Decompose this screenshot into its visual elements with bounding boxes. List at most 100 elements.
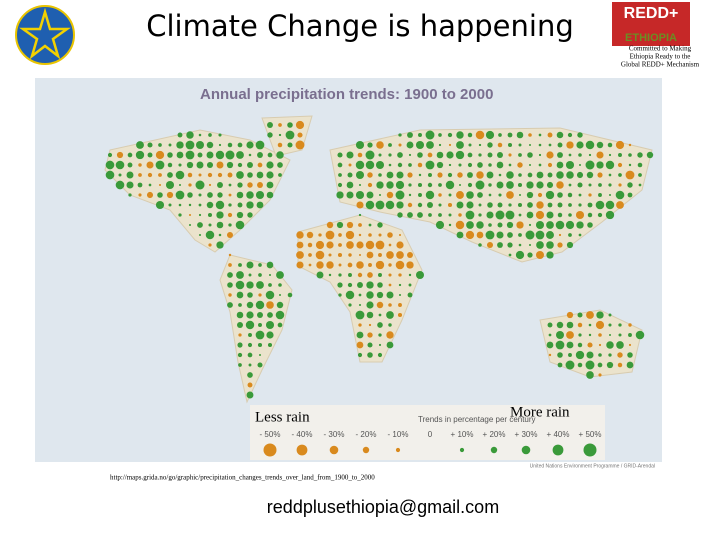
dot xyxy=(576,221,584,229)
dot xyxy=(438,133,442,137)
dot xyxy=(167,172,173,178)
dot xyxy=(578,203,582,207)
dot xyxy=(376,291,384,299)
dot xyxy=(547,172,553,178)
dot xyxy=(577,362,583,368)
dot xyxy=(587,202,593,208)
dot xyxy=(608,173,612,177)
dot xyxy=(435,220,445,230)
emblem xyxy=(15,5,75,65)
dot xyxy=(498,193,502,197)
dot xyxy=(238,363,242,367)
dot xyxy=(455,220,465,230)
dot xyxy=(467,162,473,168)
dot xyxy=(417,212,423,218)
legend-label: 0 xyxy=(428,430,433,439)
dot xyxy=(625,170,635,180)
dot xyxy=(628,343,632,347)
dot xyxy=(337,252,343,258)
dot xyxy=(105,170,115,180)
dot xyxy=(256,281,264,289)
dot xyxy=(547,162,553,168)
dot xyxy=(536,241,544,249)
dot xyxy=(497,142,503,148)
dot xyxy=(417,152,423,158)
dot xyxy=(388,163,392,167)
dot xyxy=(247,352,253,358)
dot xyxy=(628,333,632,337)
dot xyxy=(517,182,523,188)
dot xyxy=(605,210,615,220)
dot xyxy=(537,192,543,198)
dot xyxy=(457,172,463,178)
dot xyxy=(366,301,374,309)
dot xyxy=(448,143,452,147)
dot xyxy=(367,352,373,358)
legend-label: + 10% xyxy=(451,430,474,439)
dot xyxy=(257,342,263,348)
dot xyxy=(378,193,382,197)
dot xyxy=(508,253,512,257)
dot xyxy=(546,211,554,219)
dot xyxy=(548,353,552,357)
dot xyxy=(388,243,392,247)
dot xyxy=(357,282,363,288)
title: Climate Change is happening xyxy=(146,9,573,43)
dot xyxy=(465,230,475,240)
dot xyxy=(408,163,412,167)
dot xyxy=(247,342,253,348)
dot xyxy=(477,192,483,198)
dot xyxy=(256,201,264,209)
dot xyxy=(576,171,584,179)
dot xyxy=(187,192,193,198)
dot xyxy=(566,341,574,349)
dot xyxy=(247,382,253,388)
dot xyxy=(218,143,222,147)
dot xyxy=(415,140,425,150)
dot xyxy=(338,263,342,267)
dot xyxy=(566,331,574,339)
dot xyxy=(376,141,384,149)
dot xyxy=(518,243,522,247)
dot xyxy=(526,211,534,219)
dot xyxy=(466,191,474,199)
dot xyxy=(287,142,293,148)
dot xyxy=(337,182,343,188)
dot xyxy=(486,241,494,249)
dot xyxy=(266,181,274,189)
dot xyxy=(395,180,405,190)
dot xyxy=(445,180,455,190)
dot xyxy=(268,273,272,277)
dot xyxy=(358,233,362,237)
dot xyxy=(198,133,202,137)
dot xyxy=(397,152,403,158)
dot xyxy=(346,241,354,249)
legend-dot xyxy=(521,445,531,455)
legend-dot xyxy=(395,447,401,453)
map-title: Annual precipitation trends: 1900 to 200… xyxy=(200,86,493,103)
dot xyxy=(568,353,572,357)
dot xyxy=(528,133,532,137)
dot xyxy=(138,163,142,167)
dot xyxy=(227,212,233,218)
dot xyxy=(557,362,563,368)
dot xyxy=(366,281,374,289)
dot xyxy=(318,233,322,237)
dot xyxy=(437,172,443,178)
dot xyxy=(578,233,582,237)
dot xyxy=(567,192,573,198)
dot xyxy=(546,151,554,159)
dot xyxy=(158,173,162,177)
dot xyxy=(247,292,253,298)
dot xyxy=(266,301,274,309)
dot xyxy=(585,140,595,150)
dot xyxy=(608,153,612,157)
dot xyxy=(195,180,205,190)
dot xyxy=(178,203,182,207)
dot xyxy=(227,172,233,178)
dot xyxy=(576,141,584,149)
dot xyxy=(236,271,244,279)
dot xyxy=(265,290,275,300)
dot xyxy=(346,151,354,159)
